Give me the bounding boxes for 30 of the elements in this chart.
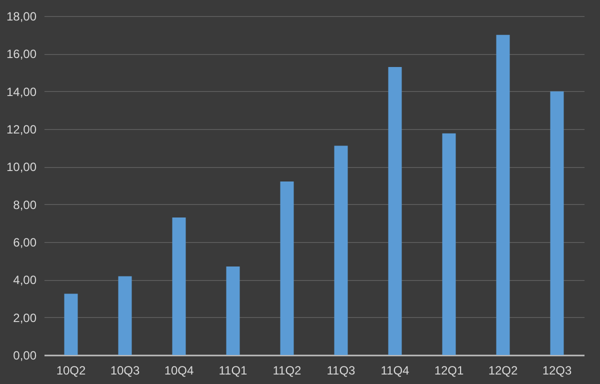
y-tick-label: 0,00 xyxy=(13,348,37,362)
x-tick-label: 11Q2 xyxy=(272,364,302,378)
y-tick-label: 8,00 xyxy=(13,198,37,212)
bar xyxy=(442,133,456,355)
y-tick-label: 4,00 xyxy=(13,273,37,288)
bar xyxy=(550,91,564,355)
bar xyxy=(118,276,132,355)
y-tick-label: 14,00 xyxy=(6,84,37,99)
y-tick-label: 6,00 xyxy=(13,236,37,250)
bar xyxy=(172,218,186,355)
x-tick-label: 11Q1 xyxy=(218,364,248,378)
y-tick-label: 2,00 xyxy=(13,310,37,325)
x-tick-label: 12Q3 xyxy=(542,364,572,378)
bar xyxy=(280,182,294,355)
bar xyxy=(388,67,402,355)
bar xyxy=(496,34,510,355)
x-tick-label: 11Q4 xyxy=(380,364,410,378)
y-tick-label: 16,00 xyxy=(6,47,37,62)
y-tick-label: 10,00 xyxy=(6,160,37,174)
x-tick-label: 10Q3 xyxy=(110,364,140,378)
x-tick-label: 10Q4 xyxy=(164,364,194,378)
x-tick-label: 12Q2 xyxy=(488,364,518,378)
y-tick-label: 12,00 xyxy=(6,122,37,136)
x-tick-label: 12Q1 xyxy=(434,364,464,378)
bar xyxy=(334,146,348,355)
x-tick-label: 10Q2 xyxy=(56,364,86,378)
bar xyxy=(64,294,78,355)
bar xyxy=(226,266,240,355)
x-tick-label: 11Q3 xyxy=(326,364,356,378)
y-tick-label: 18,00 xyxy=(6,10,37,24)
